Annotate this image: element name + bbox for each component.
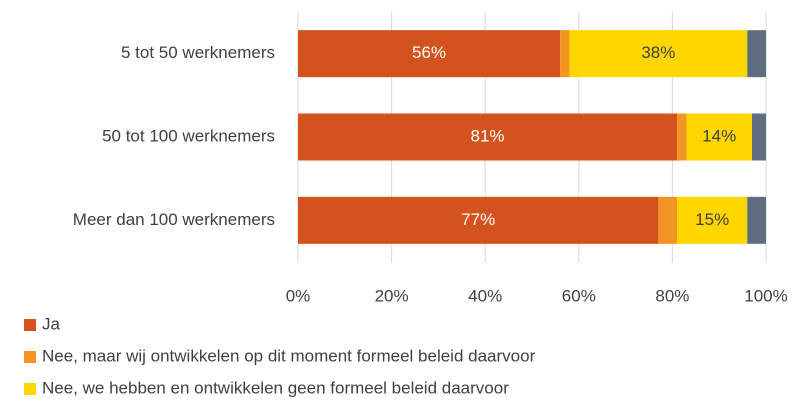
legend-swatch (24, 383, 36, 395)
legend-swatch (24, 351, 36, 363)
bar-segment (747, 30, 766, 78)
bar-segment (298, 113, 678, 161)
bar-segment (677, 113, 687, 161)
bar-segment (560, 30, 570, 78)
bar-segment (677, 196, 748, 244)
bar-segment (747, 196, 766, 244)
bar-segment (686, 113, 752, 161)
x-tick-label: 0% (286, 286, 311, 305)
bar-segment (658, 196, 678, 244)
bar-segment (751, 113, 766, 161)
x-tick-label: 80% (655, 286, 689, 305)
bar-segment (298, 30, 561, 78)
data-label: 81% (471, 126, 505, 145)
bar-segment (569, 30, 748, 78)
x-tick-label: 40% (468, 286, 502, 305)
x-tick-label: 20% (375, 286, 409, 305)
y-tick-label: 5 tot 50 werknemers (121, 43, 275, 62)
x-tick-label: 100% (744, 286, 787, 305)
data-label: 56% (412, 43, 446, 62)
legend-label: Nee, maar wij ontwikkelen op dit moment … (42, 346, 536, 365)
data-label: 14% (702, 126, 736, 145)
legend-swatch (24, 319, 36, 331)
legend-label: Nee, we hebben en ontwikkelen geen forme… (42, 378, 509, 397)
data-label: 77% (461, 210, 495, 229)
bar-segment (298, 196, 659, 244)
legend-label: Ja (42, 314, 61, 333)
y-tick-label: 50 tot 100 werknemers (102, 126, 275, 145)
data-label: 38% (641, 43, 675, 62)
data-label: 15% (695, 210, 729, 229)
x-tick-label: 60% (562, 286, 596, 305)
y-tick-label: Meer dan 100 werknemers (73, 210, 275, 229)
